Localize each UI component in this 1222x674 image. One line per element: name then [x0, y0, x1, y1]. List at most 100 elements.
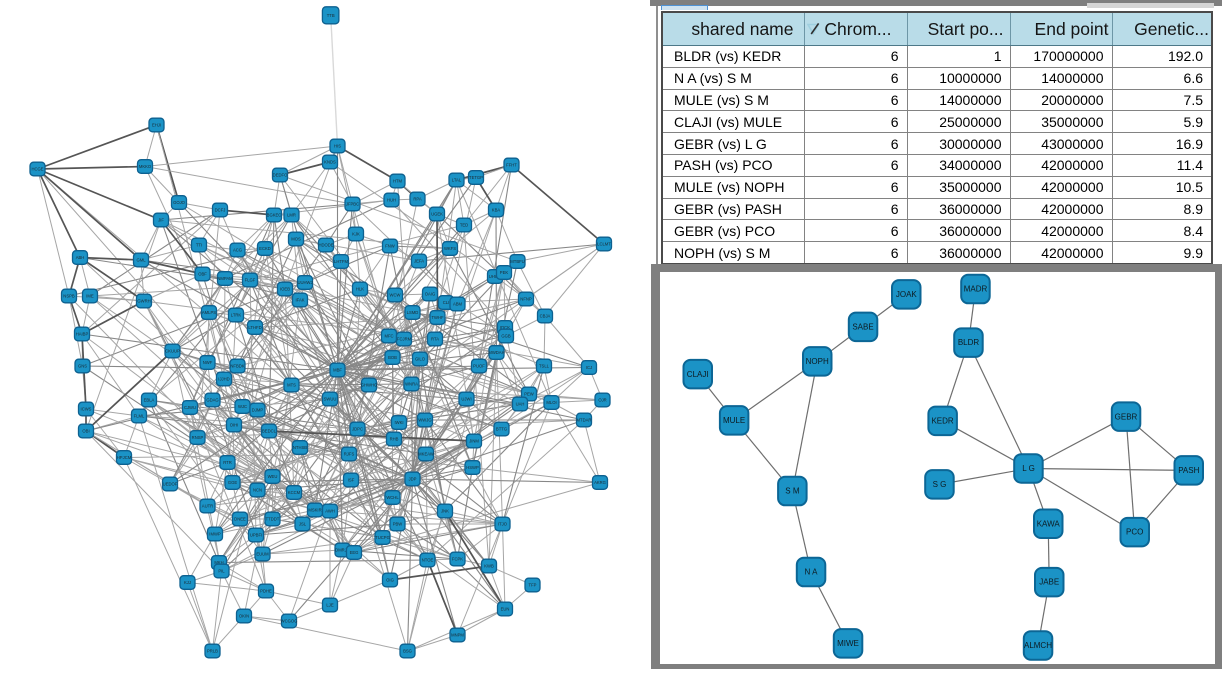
svg-text:DNEE: DNEE [234, 517, 246, 522]
svg-text:S G: S G [933, 480, 947, 489]
svg-text:RTA: RTA [431, 337, 439, 342]
svg-text:ICJ: ICJ [586, 365, 592, 370]
svg-text:UAH: UAH [516, 402, 525, 407]
svg-text:UEDOF: UEDOF [163, 482, 178, 487]
svg-text:OIG: OIG [386, 578, 394, 583]
svg-text:MSKIR: MSKIR [308, 508, 321, 513]
svg-text:WNRA: WNRA [405, 382, 418, 387]
svg-text:AMLPS: AMLPS [202, 310, 216, 315]
svg-text:KNDS: KNDS [324, 160, 336, 165]
svg-text:BTTG: BTTG [496, 427, 507, 432]
svg-text:WKFS: WKFS [444, 246, 456, 251]
svg-text:LTHFD: LTHFD [248, 325, 261, 330]
svg-text:TETGP: TETGP [469, 175, 483, 180]
svg-text:DEDFO: DEDFO [273, 173, 288, 178]
svg-text:TTDDT: TTDDT [266, 517, 280, 522]
svg-text:MLOI: MLOI [546, 400, 556, 405]
svg-text:WWJG: WWJG [418, 418, 431, 423]
svg-text:RTR: RTR [223, 460, 232, 465]
svg-text:BLDR: BLDR [958, 338, 980, 347]
svg-text:MKKO: MKKO [139, 164, 152, 169]
svg-text:MADR: MADR [964, 285, 988, 294]
svg-text:N A: N A [805, 568, 819, 577]
svg-text:NFBDK: NFBDK [230, 364, 244, 369]
svg-text:AKRG: AKRG [594, 480, 606, 485]
svg-text:MFC: MFC [384, 334, 393, 339]
svg-text:L G: L G [1022, 464, 1035, 473]
svg-text:MKEAW: MKEAW [418, 452, 434, 457]
svg-text:CKUUP: CKUUP [165, 349, 180, 354]
svg-text:NWF: NWF [203, 360, 213, 365]
svg-text:TSLL: TSLL [539, 364, 550, 369]
svg-text:TFP: TFP [529, 583, 537, 588]
svg-text:GOJO: GOJO [173, 200, 186, 205]
svg-text:DJMP: DJMP [252, 408, 264, 413]
svg-text:S M: S M [785, 487, 800, 496]
svg-text:CLI: CLI [443, 300, 450, 305]
svg-text:WCW: WCW [390, 293, 401, 298]
svg-text:BOB: BOB [388, 355, 397, 360]
svg-text:PRLB: PRLB [207, 649, 218, 654]
svg-text:TED: TED [460, 223, 468, 228]
svg-text:LTRK: LTRK [231, 313, 242, 318]
svg-text:EEG: EEG [350, 550, 359, 555]
svg-text:JFPBC: JFPBC [346, 202, 359, 207]
svg-text:ICWS: ICWS [81, 407, 92, 412]
svg-text:MWDAH: MWDAH [488, 350, 504, 355]
svg-text:HCGE: HCGE [31, 167, 43, 172]
svg-text:FCPK: FCPK [452, 557, 463, 562]
svg-text:TUCPG: TUCPG [375, 535, 390, 540]
svg-text:LJE: LJE [326, 603, 333, 608]
svg-text:OIHI: OIHI [230, 423, 239, 428]
svg-text:CLAJI: CLAJI [687, 370, 709, 379]
svg-text:JOAK: JOAK [896, 290, 918, 299]
svg-text:LMR: LMR [287, 213, 296, 218]
svg-text:PCO: PCO [1126, 528, 1143, 537]
svg-text:IJJHD: IJJHD [218, 377, 229, 382]
svg-text:MOS: MOS [291, 237, 301, 242]
svg-text:NMPAM: NMPAM [217, 276, 233, 281]
svg-text:GML: GML [136, 258, 146, 263]
svg-text:GNS: GNS [78, 364, 87, 369]
svg-text:LHTFM: LHTFM [334, 259, 348, 264]
svg-text:WEU: WEU [268, 474, 278, 479]
svg-text:IMWP: IMWP [209, 532, 221, 537]
svg-text:RHB: RHB [390, 437, 399, 442]
svg-text:WCGOG: WCGOG [281, 619, 298, 624]
svg-text:CBJA: CBJA [540, 314, 551, 319]
svg-text:PEK: PEK [500, 270, 509, 275]
svg-text:GWRH: GWRH [137, 299, 150, 304]
svg-text:ITJO: ITJO [498, 522, 508, 527]
svg-text:HDODE: HDODE [318, 243, 333, 248]
svg-text:EUUM: EUUM [256, 552, 269, 557]
svg-text:GGE: GGE [228, 480, 238, 485]
svg-text:IFAK: IFAK [295, 298, 304, 303]
svg-text:MNPM: MNPM [451, 633, 464, 638]
svg-text:EUN: EUN [501, 607, 510, 612]
svg-text:WJC: WJC [238, 404, 247, 409]
svg-text:MIWE: MIWE [837, 639, 859, 648]
svg-text:KAWA: KAWA [1037, 519, 1061, 528]
svg-text:JIF: JIF [158, 218, 164, 223]
svg-text:IWKI: IWKI [394, 420, 403, 425]
svg-text:MBF: MBF [333, 368, 342, 373]
svg-text:AWH: AWH [325, 509, 335, 514]
svg-text:MTS: MTS [287, 383, 296, 388]
svg-text:JNK: JNK [441, 509, 449, 514]
svg-text:IME: IME [86, 294, 94, 299]
svg-text:IDCK: IDCK [500, 325, 510, 330]
svg-text:JINM: JINM [469, 439, 479, 444]
svg-text:SWUU: SWUU [324, 397, 337, 402]
svg-text:KCCM: KCCM [288, 490, 301, 495]
svg-text:NOPH: NOPH [806, 357, 829, 366]
svg-text:GDAG: GDAG [206, 398, 218, 403]
svg-text:HIS: HIS [334, 144, 341, 149]
svg-text:AUTR: AUTR [202, 504, 213, 509]
svg-text:RJFS: RJFS [344, 452, 355, 457]
svg-text:OBF: OBF [198, 272, 207, 277]
svg-text:HLK: HLK [356, 287, 364, 292]
svg-text:TTI: TTI [196, 243, 202, 248]
svg-text:MTBFU: MTBFU [510, 259, 524, 264]
svg-text:BEDCL: BEDCL [262, 429, 277, 434]
svg-text:OJR: OJR [598, 398, 606, 403]
